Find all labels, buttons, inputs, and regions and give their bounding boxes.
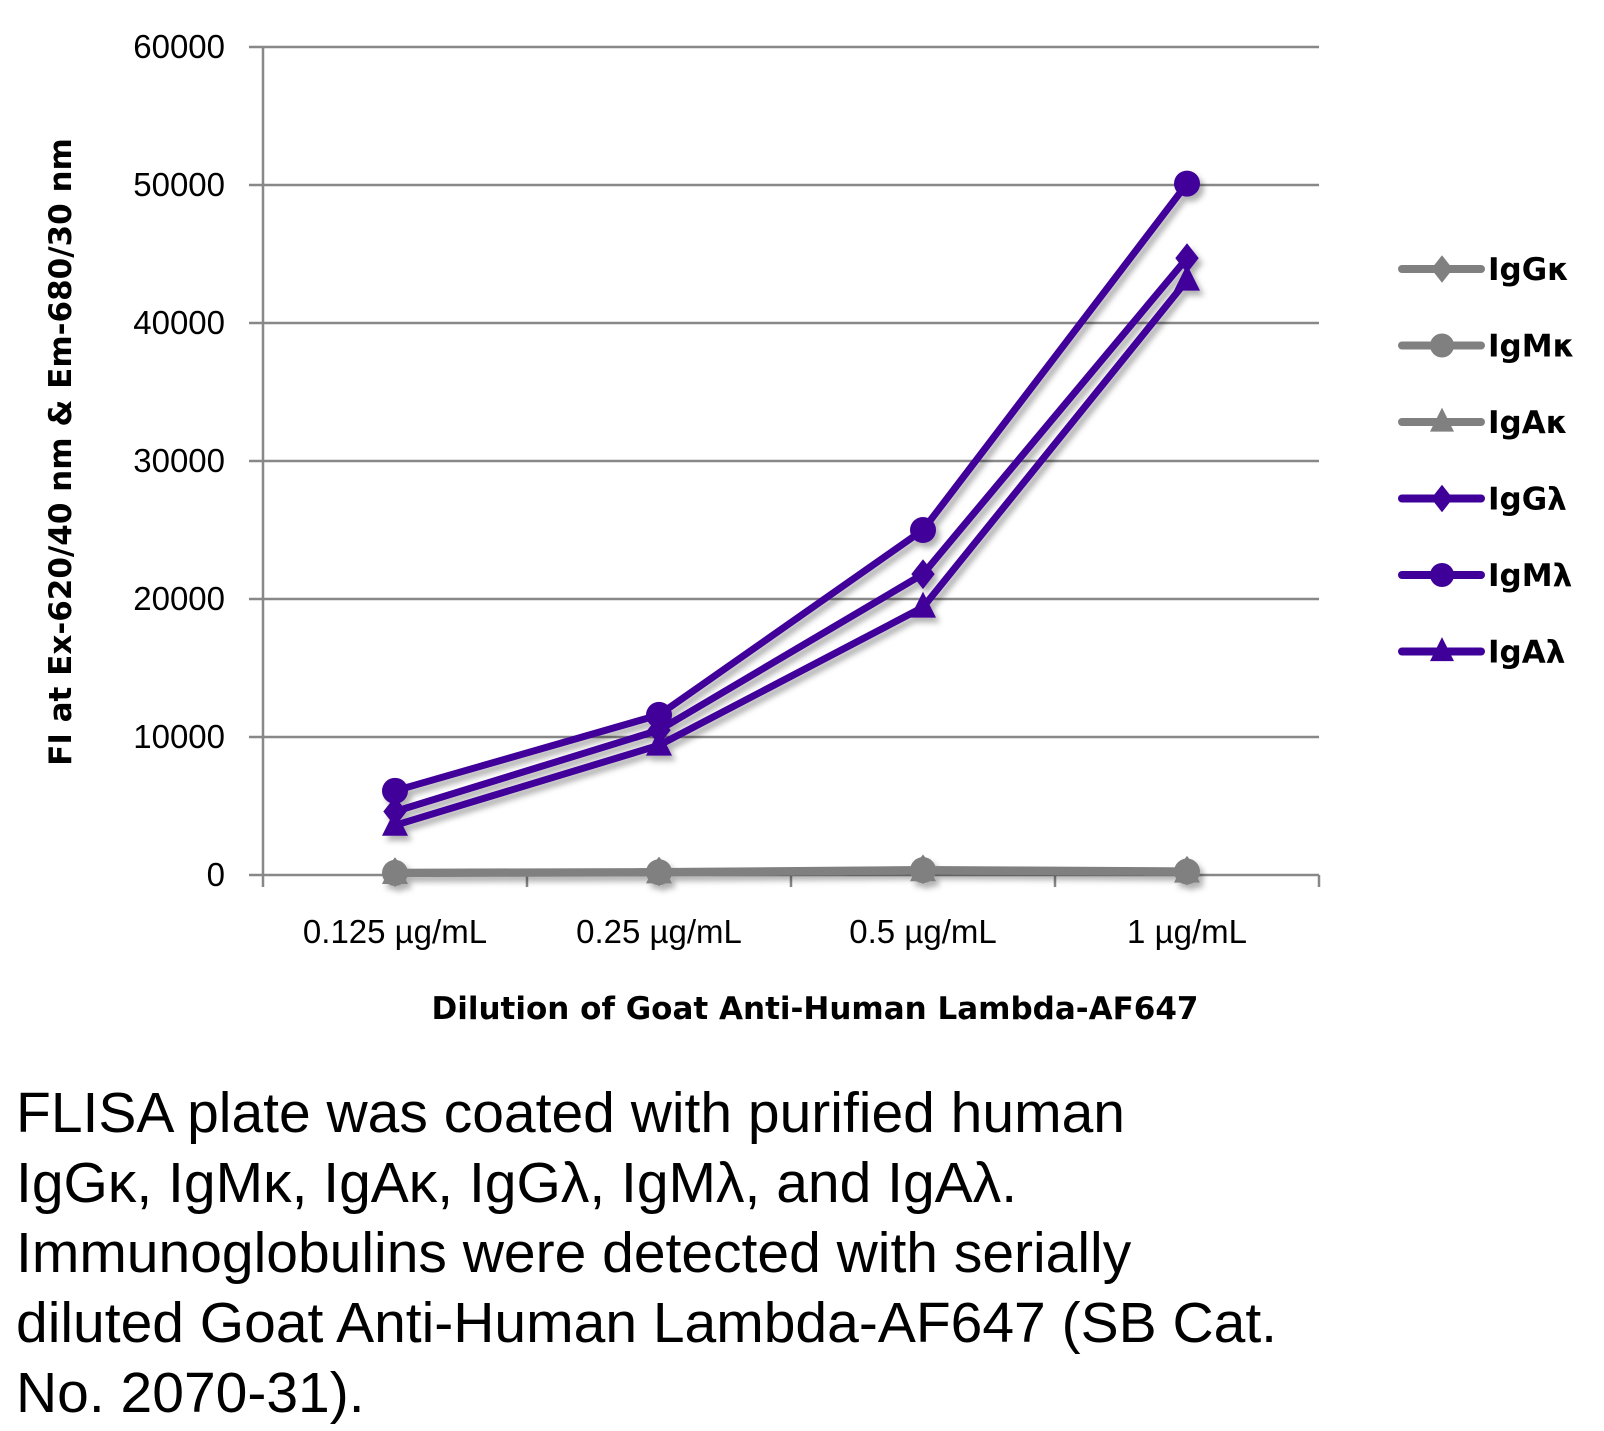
legend-item: IgGλ (1398, 482, 1567, 518)
legend-item: IgMλ (1398, 558, 1572, 594)
triangle-marker (910, 591, 936, 618)
series-line (391, 254, 1191, 816)
triangle-marker (382, 809, 408, 836)
legend-label: IgGλ (1488, 482, 1567, 518)
circle-marker (646, 701, 672, 728)
legend-label: IgAλ (1488, 635, 1565, 671)
line-chart: 0 10000 20000 30000 40000 50000 60000 0.125 µg… (43, 28, 1575, 1027)
caption-line: diluted Goat Anti-Human Lambda-AF647 (SB… (16, 1291, 1277, 1355)
caption-line: Immunoglobulins were detected with seria… (16, 1221, 1132, 1285)
y-tick-label: 30000 (133, 442, 225, 479)
series-group (382, 170, 1200, 888)
x-axis-title: Dilution of Goat Anti-Human Lambda-AF647 (432, 991, 1199, 1027)
series-line (391, 276, 1191, 829)
caption-line: FLISA plate was coated with purified hum… (16, 1081, 1125, 1145)
diamond-marker (1431, 484, 1453, 513)
gridlines (249, 45, 1319, 877)
legend-label: IgMκ (1488, 329, 1575, 365)
legend-item: IgGκ (1398, 252, 1569, 288)
legend-item: IgMκ (1398, 329, 1575, 365)
y-axis-title: FI at Ex-620/40 nm & Em-680/30 nm (43, 138, 79, 766)
series-line (391, 867, 1191, 878)
x-axis: 0.125 µg/mL 0.25 µg/mL 0.5 µg/mL 1 µg/mL (261, 47, 1321, 950)
y-tick-label: 40000 (133, 304, 225, 341)
triangle-marker (646, 857, 672, 884)
legend: IgGκ IgMκ IgAκ IgGλ IgMλ IgAλ (1398, 252, 1575, 671)
circle-marker (910, 517, 936, 543)
triangle-marker (1430, 637, 1454, 662)
figure-caption: FLISA plate was coated with purified hum… (16, 1078, 1277, 1428)
triangle-marker (646, 729, 672, 756)
y-tick-label: 10000 (133, 718, 225, 755)
x-tick-label: 0.5 µg/mL (849, 913, 996, 950)
legend-label: IgMλ (1488, 558, 1572, 594)
diamond-marker (911, 559, 935, 590)
series-IgMλ (382, 170, 1200, 804)
y-tick-label: 0 (207, 856, 225, 893)
caption-line: IgGκ, IgMκ, IgAκ, IgGλ, IgMλ, and IgAλ. (16, 1151, 1018, 1215)
caption-line: No. 2070-31). (16, 1361, 365, 1425)
legend-label: IgGκ (1488, 252, 1569, 288)
y-tick-label: 50000 (133, 166, 225, 203)
y-tick-label: 20000 (133, 580, 225, 617)
triangle-marker (1430, 407, 1454, 432)
diamond-marker (1175, 243, 1199, 274)
series-IgAκ (382, 855, 1200, 885)
series-line (391, 180, 1191, 795)
triangle-marker (1174, 856, 1200, 883)
legend-item: IgAλ (1398, 635, 1565, 671)
y-axis-ticks: 0 10000 20000 30000 40000 50000 60000 (133, 28, 225, 893)
triangle-marker (382, 858, 408, 885)
x-tick-label: 0.25 µg/mL (576, 913, 742, 950)
circle-marker (1430, 563, 1454, 587)
x-tick-label: 1 µg/mL (1127, 913, 1247, 950)
series-IgAλ (382, 264, 1200, 836)
legend-item: IgAκ (1398, 405, 1568, 441)
circle-marker (1430, 333, 1454, 358)
triangle-marker (1174, 264, 1200, 291)
legend-label: IgAκ (1488, 405, 1568, 441)
circle-marker (382, 777, 408, 804)
circle-marker (1174, 170, 1200, 197)
y-tick-label: 60000 (133, 28, 225, 65)
diamond-marker (1431, 255, 1453, 283)
triangle-marker (910, 855, 936, 882)
x-tick-label: 0.125 µg/mL (303, 913, 487, 950)
